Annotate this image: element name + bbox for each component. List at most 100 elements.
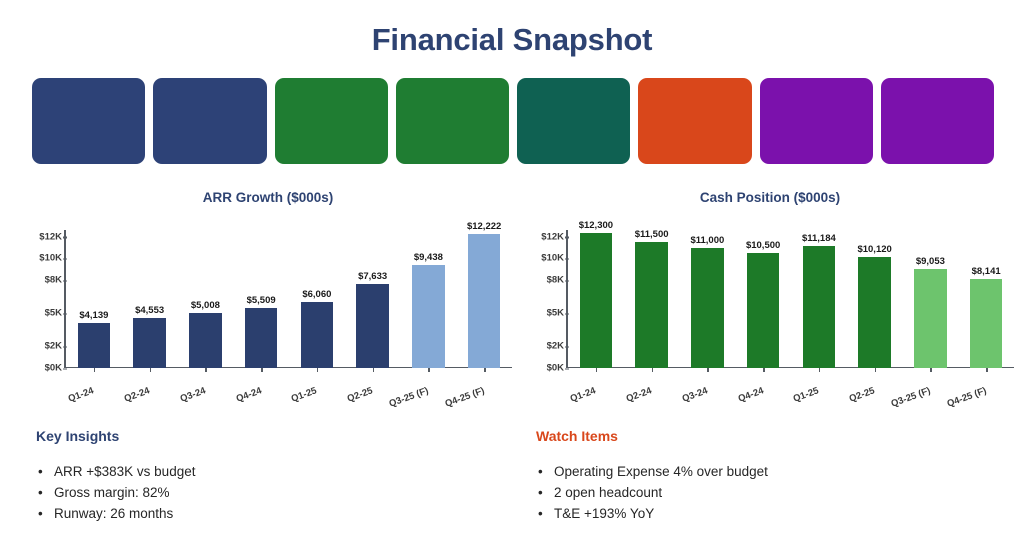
bar-value-label: $10,120 <box>857 244 892 256</box>
bar-slot: $9,053 <box>903 230 959 368</box>
bar-value-label: $11,184 <box>801 232 836 244</box>
bar-value-label: $5,509 <box>246 294 276 306</box>
bar-slot: $4,139 <box>66 230 122 368</box>
kpi-card-row <box>32 78 994 164</box>
x-axis-tick-slot: Q1-25 <box>289 368 345 412</box>
bar[interactable] <box>635 242 668 368</box>
bar-value-label: $6,060 <box>302 288 332 300</box>
bar-slot: $12,222 <box>456 221 512 368</box>
x-axis-tick-slot: Q4-24 <box>735 368 791 412</box>
cash-position-plot: $0K $2K $5K $8K $10K $12K $12,300 $11,500 $11,00… <box>520 212 1020 412</box>
bar-slot: $11,500 <box>624 229 680 368</box>
x-axis-tick-slot: Q3-25 (F) <box>890 368 959 412</box>
bar-slot: $12,300 <box>568 220 624 368</box>
bar-slot: $5,509 <box>233 230 289 368</box>
kpi-card[interactable] <box>638 78 752 164</box>
x-axis-tick-label: Q2-24 <box>624 385 654 405</box>
x-axis-tick-slot: Q2-24 <box>122 368 178 412</box>
bar[interactable] <box>802 245 836 368</box>
bar-value-label: $11,500 <box>634 229 669 241</box>
bar-value-label: $11,000 <box>690 234 725 246</box>
bar[interactable] <box>914 268 947 368</box>
x-axis-tick-mark <box>986 368 988 372</box>
bar-slot: $10,120 <box>847 230 903 368</box>
bar-slot: $8,141 <box>958 230 1014 368</box>
x-axis-tick-mark <box>651 368 654 372</box>
y-axis-tick-label: $10K <box>18 253 67 264</box>
bar-value-label: $8,141 <box>971 265 1001 277</box>
kpi-card[interactable] <box>395 78 509 164</box>
bar[interactable] <box>133 318 166 368</box>
bar-value-label: $4,139 <box>79 309 109 321</box>
bar-value-label: $5,008 <box>190 300 220 312</box>
x-axis-tick-label: Q4-24 <box>736 385 766 405</box>
x-axis-tick-slot: Q1-24 <box>568 368 624 412</box>
bar[interactable] <box>412 264 445 368</box>
x-axis-tick-label: Q1-24 <box>67 385 96 405</box>
bar[interactable] <box>244 307 278 368</box>
y-axis <box>64 230 66 368</box>
chart-title: ARR Growth ($000s) <box>202 190 334 205</box>
y-axis-tick-label: $0K <box>18 363 67 374</box>
bar[interactable] <box>189 313 222 368</box>
kpi-card[interactable] <box>880 78 994 164</box>
x-axis-tick-label: Q2-25 <box>345 385 375 405</box>
y-axis-tick-label: $0K <box>520 363 569 374</box>
y-axis-tick-label: $12K <box>18 231 67 242</box>
bar-value-label: $12,222 <box>466 221 502 233</box>
bar-slot: $4,553 <box>122 230 178 368</box>
bar[interactable] <box>691 247 724 368</box>
bar[interactable] <box>356 284 389 368</box>
bar-group: $4,139 $4,553 $5,008 $5,509 $6,060 $7,633 $9,4… <box>66 221 512 368</box>
kpi-card[interactable] <box>153 78 267 164</box>
bar[interactable] <box>77 322 111 368</box>
kpi-card[interactable] <box>32 78 146 164</box>
kpi-card[interactable] <box>517 78 631 164</box>
kpi-card[interactable] <box>274 78 388 164</box>
y-axis-tick-label: $2K <box>18 341 67 352</box>
list-item: T&E +193% YoY <box>536 503 1006 524</box>
bar[interactable] <box>467 234 501 368</box>
list-item: Gross margin: 82% <box>36 482 506 503</box>
bar-value-label: $9,053 <box>915 255 945 267</box>
bar[interactable] <box>300 301 334 368</box>
bar-slot: $5,008 <box>178 230 234 368</box>
bar[interactable] <box>969 278 1003 368</box>
y-axis-tick-label: $8K <box>18 275 67 286</box>
bar[interactable] <box>746 253 780 368</box>
x-axis-tick-mark <box>818 368 821 372</box>
x-axis-tick-slot: Q2-24 <box>624 368 680 412</box>
arr-growth-chart-panel: ARR Growth ($000s) $0K $2K $5K $8K $10K $12K $… <box>18 188 518 413</box>
cash-position-chart-panel: Cash Position ($000s) $0K $2K $5K $8K $10K $1… <box>520 188 1020 413</box>
x-axis-tick-mark <box>874 368 877 372</box>
x-axis-tick-mark <box>93 368 96 372</box>
x-axis-tick-mark <box>763 368 765 372</box>
x-axis-tick-slot: Q4-25 (F) <box>946 368 1014 412</box>
y-axis-tick-label: $5K <box>520 308 569 319</box>
x-axis-tick-mark <box>930 368 932 372</box>
kpi-card[interactable] <box>759 78 873 164</box>
x-axis-tick-label: Q4-24 <box>234 385 264 405</box>
x-axis-tick-label: Q1-24 <box>569 385 598 405</box>
x-axis-tick-slot: Q1-25 <box>791 368 847 412</box>
x-axis-tick-slot: Q1-24 <box>66 368 122 412</box>
y-axis-tick-label: $12K <box>520 231 569 242</box>
bar-value-label: $4,553 <box>135 305 165 317</box>
bar[interactable] <box>858 257 891 368</box>
bar-slot: $11,000 <box>680 230 736 368</box>
bar-slot: $10,500 <box>735 230 791 368</box>
x-axis-tick-mark <box>484 368 486 372</box>
bar-value-label: $7,633 <box>358 271 388 283</box>
x-axis-tick-slot: Q3-25 (F) <box>388 368 457 412</box>
x-axis-tick-group: Q1-24 Q2-24 Q3-24 Q4-24 Q1-25 Q2-25 Q3-25 (F) Q… <box>568 368 1014 412</box>
page-title: Financial Snapshot <box>371 22 653 57</box>
y-axis <box>566 230 568 368</box>
y-axis-tick-label: $5K <box>18 308 67 319</box>
x-axis-tick-mark <box>205 368 207 372</box>
x-axis-tick-mark <box>428 368 430 372</box>
y-axis-tick-label: $2K <box>520 341 569 352</box>
bar-value-label: $12,300 <box>578 220 614 232</box>
key-insights-heading: Key Insights <box>36 428 120 444</box>
bar[interactable] <box>579 233 613 368</box>
